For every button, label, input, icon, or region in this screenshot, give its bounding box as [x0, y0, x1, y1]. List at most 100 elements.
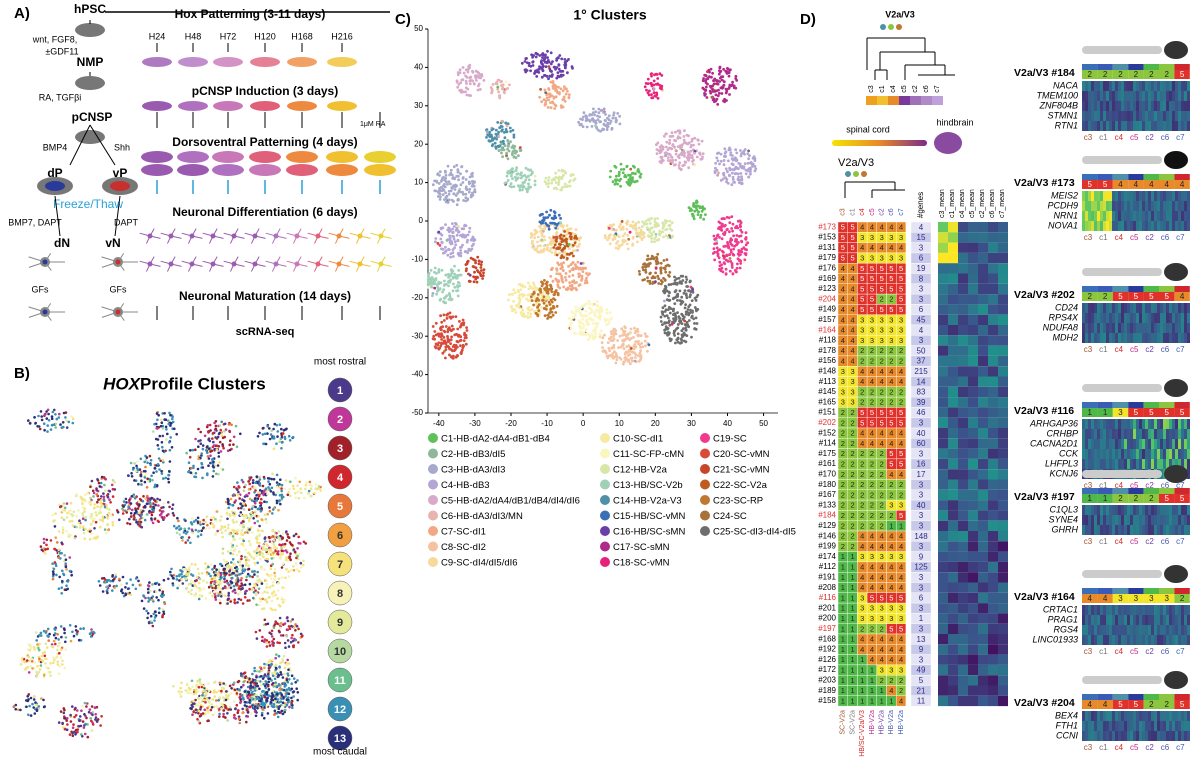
dot	[244, 596, 247, 599]
dot	[155, 427, 158, 430]
dot	[143, 470, 146, 473]
dot	[239, 585, 242, 588]
dot	[448, 227, 451, 230]
dot	[47, 413, 50, 416]
dot	[650, 96, 653, 99]
dot	[427, 283, 430, 286]
dot	[127, 592, 130, 595]
dot	[604, 320, 607, 323]
dot	[451, 199, 454, 202]
dot	[309, 481, 312, 484]
dot	[58, 413, 61, 416]
dot	[283, 673, 286, 676]
dot	[271, 683, 274, 686]
dot	[216, 448, 219, 451]
dot	[81, 502, 84, 505]
dot	[248, 483, 251, 486]
dot	[446, 239, 449, 242]
dot	[458, 83, 461, 86]
dot	[460, 274, 463, 277]
dot	[562, 269, 565, 272]
dot	[229, 552, 232, 555]
dot	[592, 330, 595, 333]
step-label: vN	[105, 236, 120, 250]
cell-stage	[286, 164, 318, 176]
dot	[280, 552, 283, 555]
dot	[273, 539, 276, 542]
dot	[68, 421, 71, 424]
dot	[223, 568, 226, 571]
dot	[296, 568, 299, 571]
dot	[111, 589, 114, 592]
dot	[140, 483, 143, 486]
dot	[279, 557, 282, 560]
dot	[236, 568, 239, 571]
dot	[449, 238, 452, 241]
dot	[135, 521, 138, 524]
dot	[211, 587, 214, 590]
dot	[180, 682, 183, 685]
dot	[123, 500, 126, 503]
step-label: DAPT	[114, 217, 139, 227]
dot	[185, 578, 188, 581]
dot	[251, 697, 254, 700]
dot	[276, 474, 279, 477]
dot	[192, 465, 195, 468]
dot	[464, 91, 467, 94]
dot	[111, 521, 114, 524]
dot	[294, 623, 297, 626]
dot	[656, 77, 659, 80]
cell-stage	[141, 164, 173, 176]
dot	[497, 91, 500, 94]
dot	[223, 559, 226, 562]
dot	[458, 230, 461, 233]
neuron	[358, 234, 363, 239]
dot	[660, 88, 663, 91]
dot	[51, 424, 54, 427]
dot	[40, 410, 43, 413]
dot	[281, 549, 284, 552]
dot	[148, 621, 151, 624]
dot	[572, 274, 575, 277]
dot	[43, 538, 46, 541]
dot	[637, 354, 640, 357]
dot	[152, 506, 155, 509]
dot	[437, 271, 440, 274]
dot	[102, 492, 105, 495]
dot	[443, 183, 446, 186]
dot	[253, 486, 256, 489]
dot	[255, 631, 258, 634]
dot	[160, 587, 163, 590]
dot	[315, 483, 318, 486]
dot	[249, 543, 252, 546]
dot	[46, 424, 49, 427]
cell-shape	[75, 23, 105, 37]
dot	[53, 519, 56, 522]
dot	[71, 631, 74, 634]
dot	[619, 185, 622, 188]
dot	[245, 705, 248, 708]
dot	[197, 568, 200, 571]
dot	[261, 582, 264, 585]
dot	[284, 577, 287, 580]
dot	[509, 140, 512, 143]
dot	[124, 592, 127, 595]
dot	[76, 630, 79, 633]
dot	[43, 422, 46, 425]
dot	[209, 575, 212, 578]
dot	[465, 186, 468, 189]
dot	[161, 441, 164, 444]
dot	[266, 425, 269, 428]
dot	[66, 426, 69, 429]
dot	[176, 575, 179, 578]
dot	[218, 690, 221, 693]
dot	[89, 497, 92, 500]
dot	[255, 694, 258, 697]
dot	[237, 712, 240, 715]
dot	[515, 304, 518, 307]
step-label: wnt, FGF8,	[32, 34, 78, 44]
dot	[659, 72, 662, 75]
dot	[454, 185, 457, 188]
dot	[444, 301, 447, 304]
dot	[285, 530, 288, 533]
